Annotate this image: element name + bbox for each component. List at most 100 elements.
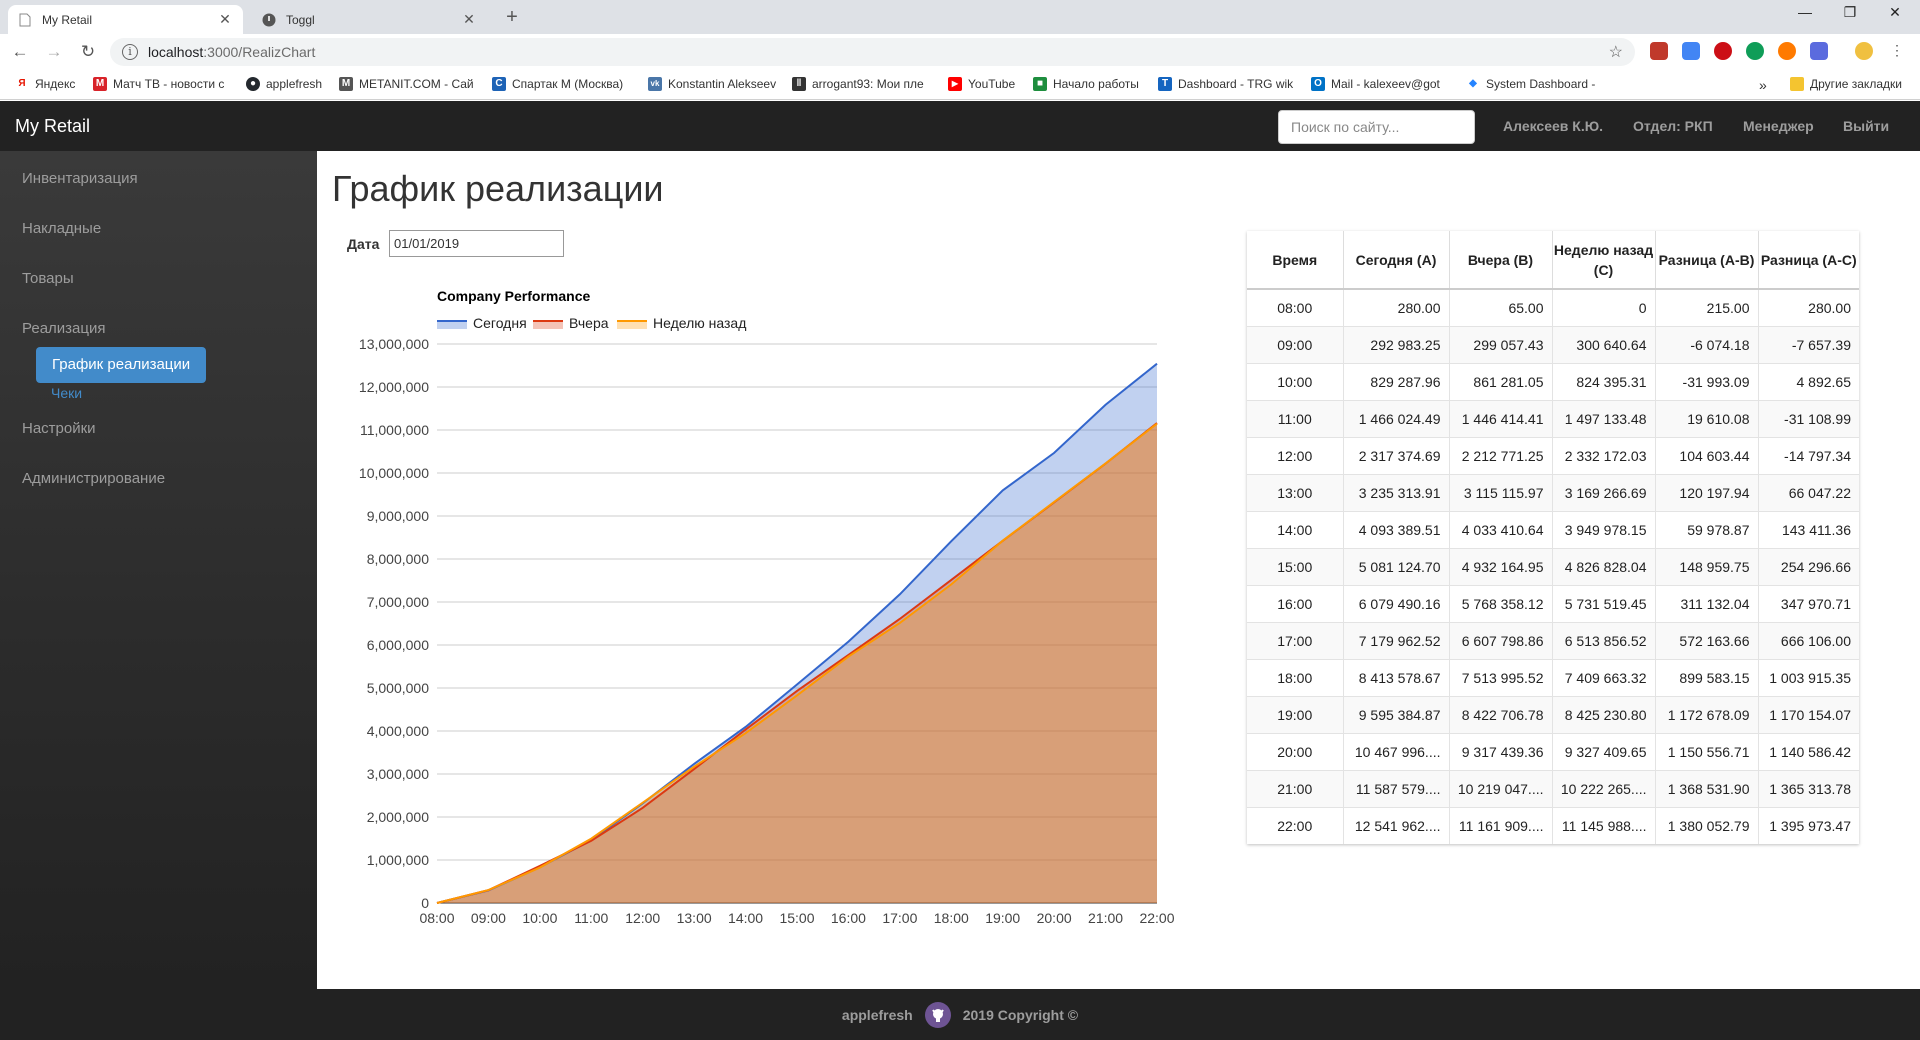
y-tick-label: 0 (421, 895, 429, 911)
address-bar[interactable]: i localhost:3000/RealizChart ☆ (110, 38, 1635, 66)
tab-toggl[interactable]: Toggl ✕ (252, 5, 487, 34)
table-cell: 280.00 (1758, 288, 1859, 326)
sidebar-item-settings[interactable]: Настройки (22, 420, 96, 437)
role-link[interactable]: Менеджер (1743, 118, 1814, 134)
column-header: Разница (A-C) (1758, 231, 1859, 290)
table-cell: 347 970.71 (1758, 584, 1859, 622)
table-cell: 4 093 389.51 (1343, 510, 1450, 548)
sales-table: Время Сегодня (A) Вчера (B) Неделю назад (C… (1247, 231, 1859, 844)
bookmark-item[interactable]: M METANIT.COM - Сай (339, 77, 473, 91)
x-tick-label: 10:00 (522, 910, 557, 926)
table-cell: 1 172 678.09 (1655, 695, 1759, 733)
url-path: :3000/RealizChart (203, 44, 316, 60)
sidebar-item-receipts[interactable]: Чеки (51, 385, 83, 401)
user-link[interactable]: Алексеев К.Ю. (1503, 118, 1604, 134)
info-icon[interactable]: i (122, 44, 138, 60)
table-row: 11:00 1 466 024.49 1 446 414.41 1 497 133.4… (1247, 399, 1859, 437)
y-tick-label: 5,000,000 (367, 680, 429, 696)
column-header: Время (1247, 231, 1344, 290)
bookmark-item[interactable]: С Спартак М (Москва) (492, 77, 629, 91)
x-tick-label: 14:00 (728, 910, 763, 926)
footer-author[interactable]: applefresh (841, 1006, 913, 1023)
menu-icon[interactable]: ⋮ (1890, 42, 1904, 58)
sheet-icon: ■ (1033, 77, 1047, 91)
sidebar-item-sales[interactable]: Реализация (22, 320, 106, 337)
minimize-icon[interactable]: — (1798, 4, 1812, 20)
table-cell: 4 892.65 (1758, 362, 1859, 400)
github-icon[interactable] (924, 1001, 951, 1028)
close-icon[interactable]: ✕ (219, 11, 231, 27)
search-input[interactable] (1278, 110, 1475, 144)
table-cell: 19:00 (1247, 695, 1344, 733)
bookmarks-bar: Я Яндекс M Матч ТВ - новости с ● applefresh… (0, 70, 1920, 100)
bookmarks-overflow-icon[interactable]: » (1759, 77, 1767, 93)
x-tick-label: 15:00 (779, 910, 814, 926)
back-icon[interactable]: ← (11, 42, 29, 61)
logout-link[interactable]: Выйти (1843, 118, 1890, 134)
bookmark-item[interactable]: ‖ arrogant93: Мои пле (792, 77, 929, 91)
table-cell: -31 993.09 (1655, 362, 1759, 400)
table-cell: 65.00 (1449, 288, 1553, 326)
restore-icon[interactable]: ❐ (1843, 4, 1857, 20)
table-cell: 1 140 586.42 (1758, 732, 1859, 770)
bookmark-item[interactable]: ◆ System Dashboard - (1466, 77, 1596, 91)
opera-icon[interactable] (1714, 42, 1732, 60)
window-close-icon[interactable]: ✕ (1889, 4, 1901, 20)
bookmark-item[interactable]: ▶ YouTube (948, 77, 1023, 91)
table-cell: 254 296.66 (1758, 547, 1859, 585)
table-cell: 09:00 (1247, 325, 1344, 363)
bookmark-item[interactable]: ■ Начало работы (1033, 77, 1145, 91)
translate-icon[interactable] (1682, 42, 1700, 60)
sidebar-item-admin[interactable]: Администрирование (22, 470, 166, 487)
bookmark-item[interactable]: T Dashboard - TRG wik (1158, 77, 1294, 91)
other-bookmarks[interactable]: Другие закладки (1790, 77, 1902, 91)
brand-link[interactable]: My Retail (15, 116, 91, 136)
date-input[interactable] (389, 230, 564, 257)
bookmark-item[interactable]: Я Яндекс (15, 77, 85, 91)
star-icon[interactable]: ☆ (1608, 44, 1623, 61)
x-axis: 08:00 09:00 10:00 11:00 12:00 13:00 14:00 15:00… (419, 910, 1174, 926)
chat-icon[interactable] (1746, 42, 1764, 60)
tab-bar: My Retail ✕ Toggl ✕ + — ❐ ✕ (0, 0, 1920, 34)
sidebar-item-sales-chart[interactable]: График реализации (36, 347, 206, 383)
x-tick-label: 18:00 (934, 910, 969, 926)
table-cell: 3 949 978.15 (1552, 510, 1656, 548)
table-cell: 11 587 579.... (1343, 769, 1450, 807)
table-cell: 59 978.87 (1655, 510, 1759, 548)
bookmark-label: Матч ТВ - новости с (113, 77, 225, 91)
metanit-icon: M (339, 77, 353, 91)
column-header: Вчера (B) (1449, 231, 1553, 290)
table-cell: 824 395.31 (1552, 362, 1656, 400)
shield-icon[interactable] (1810, 42, 1828, 60)
x-tick-label: 21:00 (1088, 910, 1123, 926)
series-area (437, 423, 1157, 903)
y-tick-label: 11,000,000 (360, 422, 429, 438)
extension-icon[interactable] (1650, 42, 1668, 60)
bookmark-item[interactable]: vk Konstantin Alekseev (648, 77, 778, 91)
close-icon[interactable]: ✕ (463, 11, 475, 27)
bookmark-label: System Dashboard - (1486, 77, 1596, 91)
table-cell: 120 197.94 (1655, 473, 1759, 511)
table-cell: 299 057.43 (1449, 325, 1553, 363)
sidebar-item-inventory[interactable]: Инвентаризация (22, 170, 138, 187)
x-tick-label: 08:00 (419, 910, 454, 926)
table-cell: 4 932 164.95 (1449, 547, 1553, 585)
bookmark-item[interactable]: O Mail - kalexeev@got (1311, 77, 1451, 91)
profile-avatar[interactable] (1855, 42, 1873, 60)
extension-icon[interactable] (1778, 42, 1796, 60)
table-cell: 18:00 (1247, 658, 1344, 696)
column-header: Сегодня (A) (1343, 231, 1450, 290)
tab-my-retail[interactable]: My Retail ✕ (8, 5, 243, 34)
new-tab-icon[interactable]: + (506, 6, 518, 28)
spartak-icon: С (492, 77, 506, 91)
sidebar-item-invoices[interactable]: Накладные (22, 220, 102, 237)
table-cell: 7 409 663.32 (1552, 658, 1656, 696)
department-link[interactable]: Отдел: РКП (1633, 118, 1713, 134)
bookmark-item[interactable]: ● applefresh (246, 77, 326, 91)
sidebar-item-products[interactable]: Товары (22, 270, 74, 287)
table-cell: 8 422 706.78 (1449, 695, 1553, 733)
forward-icon[interactable]: → (45, 42, 63, 61)
table-row: 18:00 8 413 578.67 7 513 995.52 7 409 663.3… (1247, 658, 1859, 696)
bookmark-item[interactable]: M Матч ТВ - новости с (93, 77, 230, 91)
reload-icon[interactable]: ↻ (80, 42, 96, 61)
